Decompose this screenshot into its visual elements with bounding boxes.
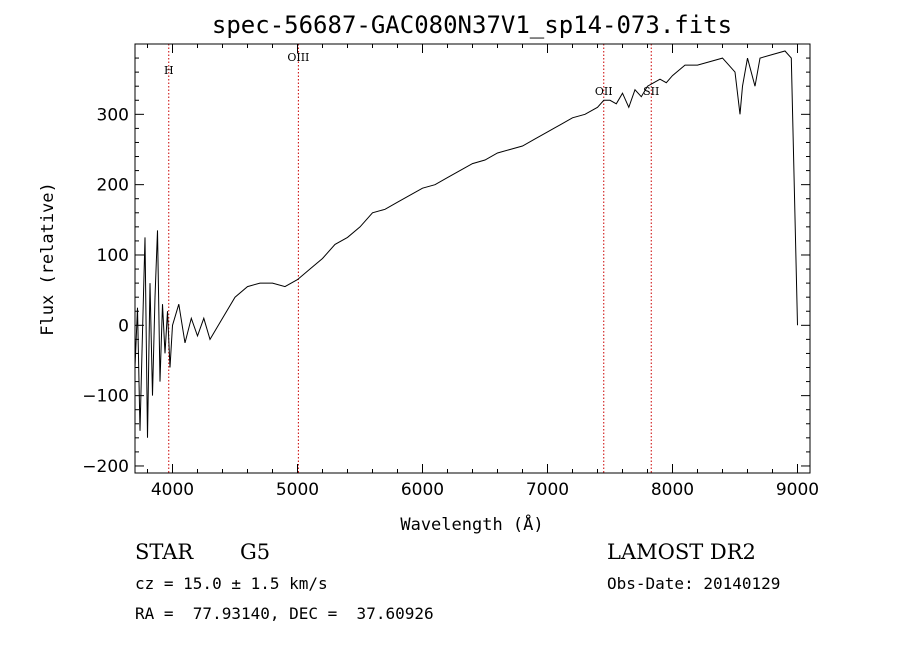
reference-line-label: OII bbox=[595, 85, 613, 98]
reference-line-label: SII bbox=[643, 85, 659, 98]
survey-name: LAMOST DR2 bbox=[607, 540, 756, 564]
x-tick-label: 8000 bbox=[651, 480, 694, 500]
series-group bbox=[134, 50, 798, 438]
reference-line-label: OIII bbox=[287, 51, 309, 64]
y-tick-label: −200 bbox=[82, 457, 129, 477]
y-tick-label: 100 bbox=[97, 246, 129, 266]
x-axis: 4000 5000 6000 7000 8000 9000 bbox=[147, 44, 819, 500]
x-tick-label: 6000 bbox=[401, 480, 444, 500]
y-axis-label: Flux (relative) bbox=[38, 182, 58, 336]
y-tick-label: 0 bbox=[118, 316, 129, 336]
object-class: STAR bbox=[135, 540, 194, 564]
y-tick-label: 200 bbox=[97, 176, 129, 196]
coordinates: RA = 77.93140, DEC = 37.60926 bbox=[135, 604, 434, 623]
y-tick-label: −100 bbox=[82, 387, 129, 407]
x-tick-label: 9000 bbox=[776, 480, 819, 500]
y-tick-label: 300 bbox=[97, 105, 129, 125]
redshift-cz: cz = 15.0 ± 1.5 km/s bbox=[135, 574, 328, 593]
reference-lines: H OIII OII SII bbox=[164, 44, 659, 473]
y-axis: −200 −100 0 100 200 300 bbox=[82, 57, 810, 477]
chart-title: spec-56687-GAC080N37V1_sp14-073.fits bbox=[212, 11, 732, 39]
x-axis-label: Wavelength (Å) bbox=[400, 513, 543, 535]
object-subclass: G5 bbox=[240, 540, 271, 564]
observation-date: Obs-Date: 20140129 bbox=[607, 574, 781, 593]
reference-line-label: H bbox=[164, 64, 174, 77]
x-tick-label: 7000 bbox=[526, 480, 569, 500]
x-tick-label: 4000 bbox=[151, 480, 194, 500]
spectrum-line bbox=[134, 50, 798, 438]
plot-frame bbox=[134, 43, 811, 474]
x-tick-label: 5000 bbox=[276, 480, 319, 500]
